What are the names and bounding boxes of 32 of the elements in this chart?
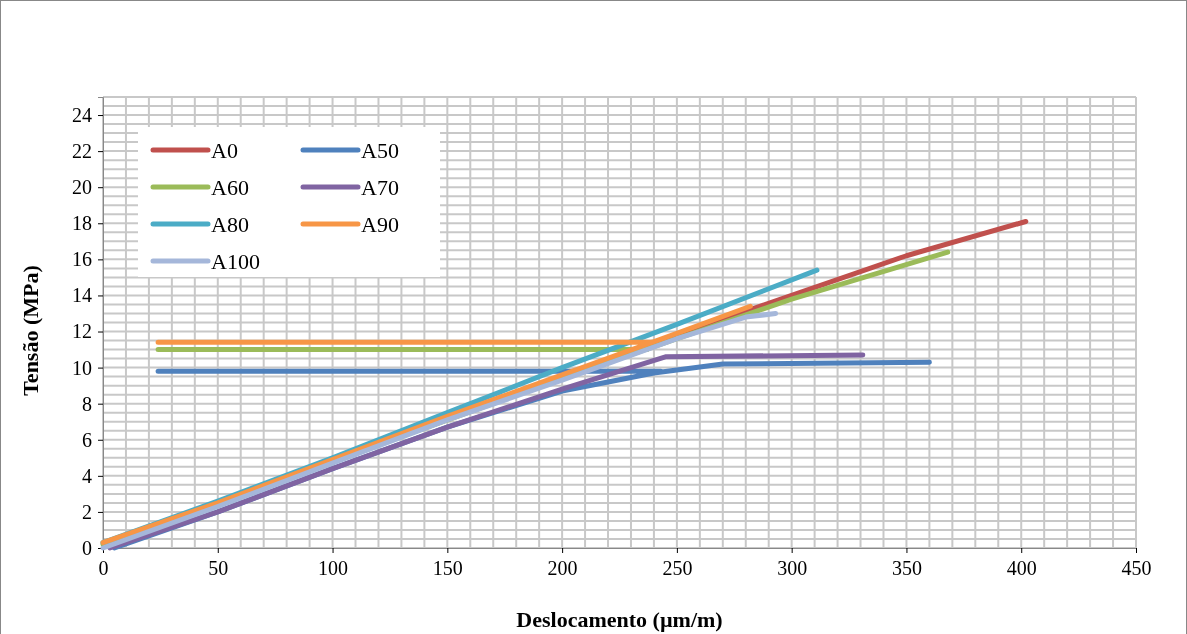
x-tick-label: 250: [662, 557, 693, 580]
y-tick-label: 8: [82, 392, 92, 415]
x-tick-label: 450: [1121, 557, 1152, 580]
x-tick-label: 100: [318, 557, 349, 580]
y-axis-title: Tensão (MPa): [18, 265, 43, 396]
x-tick-label: 150: [432, 557, 463, 580]
legend-label: A50: [361, 138, 399, 163]
legend-label: A60: [211, 175, 249, 200]
x-tick-label: 0: [98, 557, 109, 580]
legend-label: A100: [211, 249, 260, 274]
y-tick-label: 0: [82, 536, 92, 559]
x-tick-label: 350: [891, 557, 922, 580]
y-tick-label: 18: [72, 212, 92, 235]
y-tick-label: 24: [72, 103, 92, 126]
y-tick-label: 2: [82, 500, 92, 523]
legend-label: A0: [211, 138, 238, 163]
x-tick-label: 200: [547, 557, 578, 580]
y-tick-label: 12: [72, 320, 92, 343]
y-tick-label: 6: [82, 428, 92, 451]
x-tick-label: 300: [777, 557, 808, 580]
x-tick-label: 50: [208, 557, 229, 580]
y-tick-label: 16: [72, 248, 92, 271]
y-tick-label: 20: [72, 176, 92, 199]
y-tick-label: 22: [72, 140, 92, 163]
x-axis-title: Deslocamento (µm/m): [516, 607, 723, 632]
y-tick-label: 4: [82, 464, 92, 487]
y-tick-label: 10: [72, 356, 92, 379]
x-tick-label: 400: [1006, 557, 1037, 580]
legend-label: A70: [361, 175, 399, 200]
legend-label: A80: [211, 212, 249, 237]
legend-label: A90: [361, 212, 399, 237]
y-tick-label: 14: [72, 284, 92, 307]
